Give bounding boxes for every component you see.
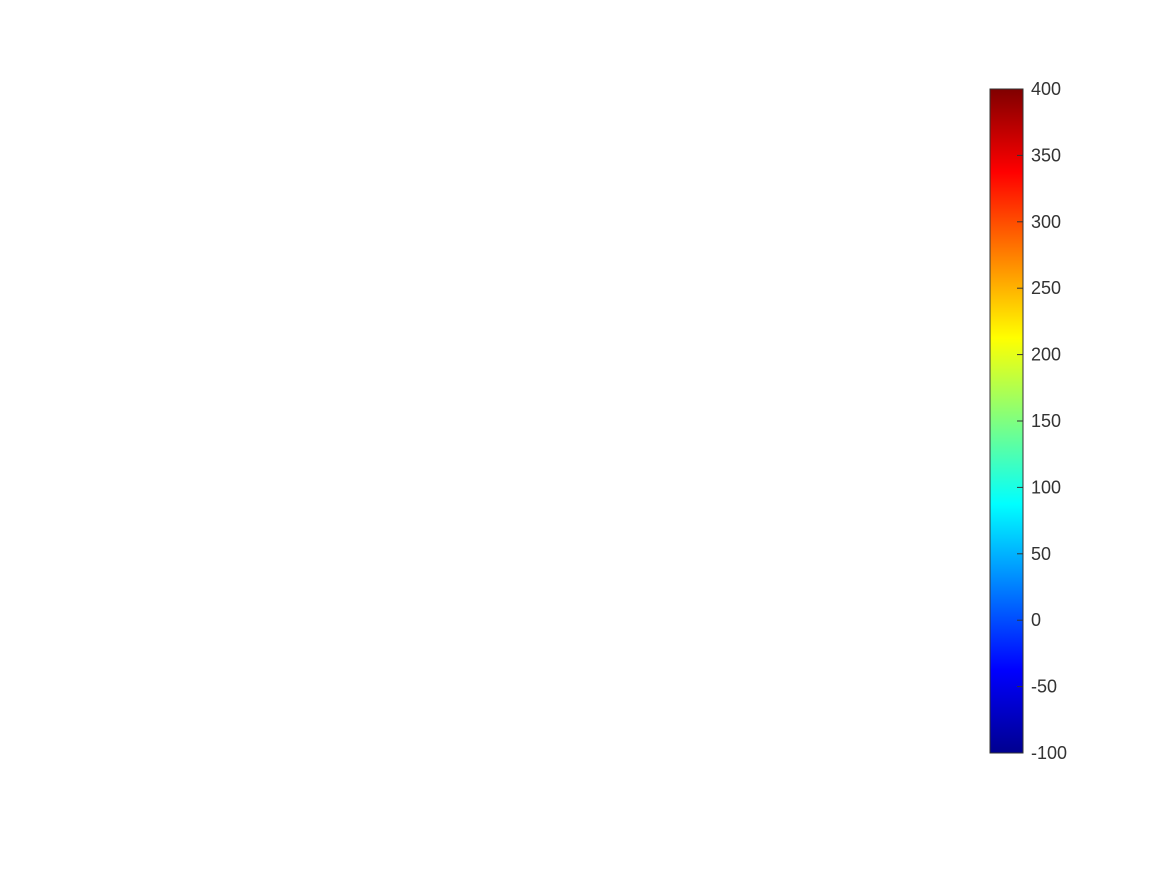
colorbar-tick-label: 0: [1031, 610, 1041, 630]
colorbar-tick-label: 100: [1031, 477, 1061, 497]
colorbar-tick-label: 50: [1031, 544, 1051, 564]
colorbar-tick-label: 350: [1031, 145, 1061, 165]
colorbar-tick-label: 200: [1031, 345, 1061, 365]
colorbar-tick-label: 250: [1031, 278, 1061, 298]
colorbar-tick-label: 150: [1031, 411, 1061, 431]
colorbar-tick-label: 300: [1031, 212, 1061, 232]
colorbar: 400 350 300 250 200 150 100 50 0 -50 -100: [989, 79, 1067, 763]
colorbar-tick-label: -50: [1031, 677, 1057, 697]
colorbar-tick-label: 400: [1031, 79, 1061, 99]
colorbar-tick-label: -100: [1031, 743, 1067, 763]
